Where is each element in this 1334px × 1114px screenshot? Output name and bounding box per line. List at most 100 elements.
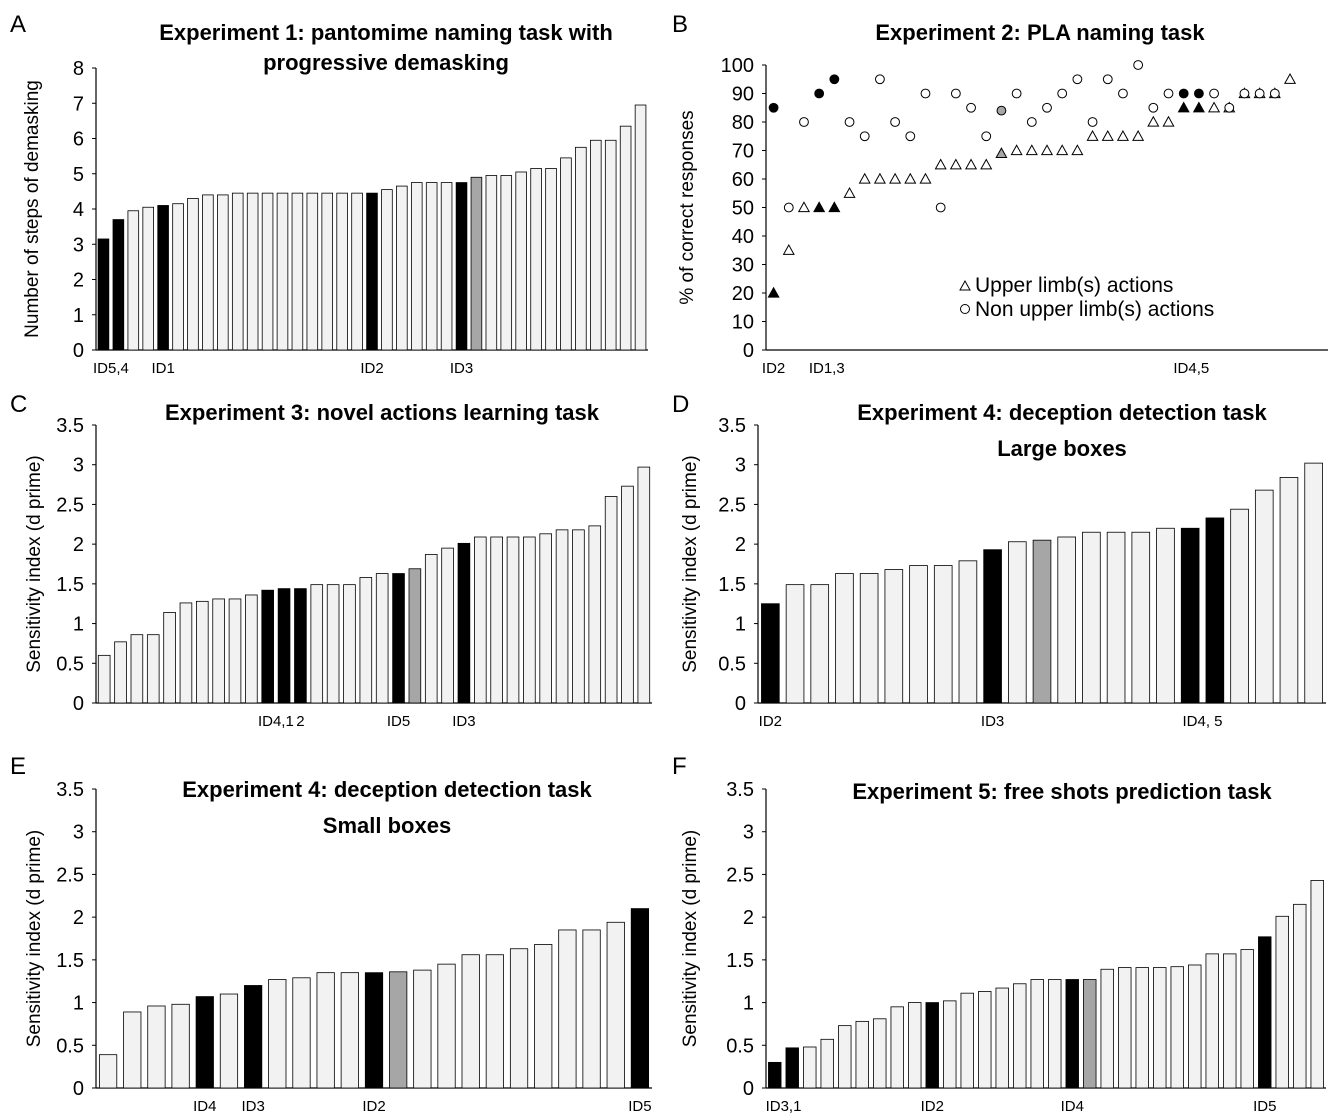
bar — [1065, 979, 1079, 1089]
bar — [219, 993, 239, 1089]
bar — [604, 496, 618, 704]
bar — [1304, 462, 1323, 704]
non-upper-limb-point — [829, 74, 840, 85]
id-label: 2 — [296, 713, 304, 730]
bar — [351, 192, 363, 351]
chart-title: progressive demasking — [263, 50, 509, 75]
chart-title: Experiment 5: free shots prediction task — [852, 779, 1272, 804]
y-tick-label: 0.5 — [56, 653, 84, 675]
y-tick-label: 1 — [73, 305, 84, 327]
bar — [560, 157, 572, 351]
upper-limb-point — [904, 172, 917, 184]
y-tick-label: 4 — [73, 199, 84, 221]
y-tick-label: 30 — [732, 255, 754, 277]
bar — [1118, 967, 1132, 1089]
y-tick-label: 1 — [743, 993, 754, 1015]
bar — [212, 598, 225, 704]
y-tick-label: 3 — [73, 822, 84, 844]
bar — [619, 125, 632, 351]
id-label: ID3 — [981, 713, 1004, 730]
bar — [359, 577, 373, 704]
non-upper-limb-point — [996, 105, 1007, 116]
bar — [1106, 531, 1126, 704]
bar — [768, 1061, 782, 1089]
bar — [392, 573, 405, 704]
id-label: ID4 — [193, 1098, 216, 1114]
bar — [340, 972, 359, 1089]
bar — [943, 1000, 957, 1089]
bar — [835, 573, 854, 704]
panel-letter-c: C — [10, 391, 27, 418]
upper-limb-point — [782, 244, 795, 255]
upper-limb-point — [889, 172, 902, 184]
bar — [1082, 531, 1101, 704]
upper-limb-point — [1056, 144, 1069, 156]
bar — [261, 192, 274, 351]
bar — [396, 185, 408, 351]
upper-limb-point — [828, 201, 841, 213]
bar — [228, 598, 242, 704]
bar — [123, 1011, 142, 1089]
upper-limb-point — [1116, 130, 1129, 141]
id-label: ID1,3 — [809, 360, 845, 377]
y-tick-label: 10 — [732, 312, 754, 334]
bar — [785, 584, 805, 704]
bar — [785, 1047, 799, 1089]
bar — [202, 194, 214, 351]
bar — [112, 219, 125, 351]
bar — [500, 175, 513, 351]
upper-limb-point — [813, 201, 826, 213]
bar — [157, 205, 169, 351]
chart-title: Experiment 4: deception detection task — [857, 400, 1267, 425]
bar — [310, 584, 324, 704]
non-upper-limb-point — [950, 88, 961, 99]
bar — [187, 198, 199, 351]
bar — [142, 206, 154, 351]
bar — [1048, 979, 1062, 1089]
id-label: ID3,1 — [766, 1098, 802, 1114]
bar — [1100, 968, 1114, 1089]
non-upper-limb-point — [799, 117, 809, 127]
upper-limb-point — [1010, 144, 1023, 156]
chart-title: Experiment 4: deception detection task — [182, 777, 592, 802]
y-tick-label: 1 — [735, 614, 746, 636]
id-label: ID3 — [241, 1098, 264, 1114]
bar — [470, 176, 483, 351]
non-upper-limb-point — [844, 117, 855, 127]
bar — [366, 192, 378, 351]
bar — [474, 536, 487, 704]
bar — [97, 654, 111, 704]
non-upper-limb-point — [814, 88, 825, 99]
bar — [98, 1054, 118, 1089]
non-upper-limb-point — [1072, 74, 1083, 85]
bar — [127, 210, 140, 351]
y-tick-label: 6 — [73, 129, 84, 151]
bar — [838, 1025, 852, 1089]
non-upper-limb-point — [859, 131, 870, 142]
non-upper-limb-point — [1148, 102, 1159, 113]
non-upper-limb-point — [1133, 60, 1144, 70]
chart-panel-a: 0 1 2 3 4 5 6 7 8 Number of steps of demasking Exp… — [22, 20, 648, 377]
id-label: ID5 — [628, 1098, 651, 1114]
non-upper-limb-point — [1163, 88, 1174, 99]
bar — [381, 189, 393, 351]
bar — [276, 192, 289, 351]
bar — [1156, 527, 1175, 704]
chart-title: Experiment 3: novel actions learning tas… — [165, 400, 600, 425]
bar — [523, 536, 536, 704]
y-tick-label: 2.5 — [718, 494, 746, 516]
bar — [1188, 964, 1202, 1089]
bar — [364, 972, 384, 1089]
bar — [457, 542, 471, 704]
upper-limb-point — [858, 172, 871, 184]
bar — [545, 168, 557, 351]
y-tick-label: 50 — [732, 198, 754, 220]
y-tick-label: 3 — [73, 234, 84, 256]
id-label: ID4,5 — [1173, 360, 1209, 377]
non-upper-limb-point — [783, 202, 794, 213]
bar — [1310, 880, 1324, 1089]
bar — [485, 175, 498, 351]
chart-panel-c: 0 0.5 1 1.5 2 2.5 3 3.5 Sensitivity index (d pri… — [24, 400, 652, 730]
bar — [803, 1046, 817, 1089]
id-label: ID2 — [360, 360, 383, 377]
